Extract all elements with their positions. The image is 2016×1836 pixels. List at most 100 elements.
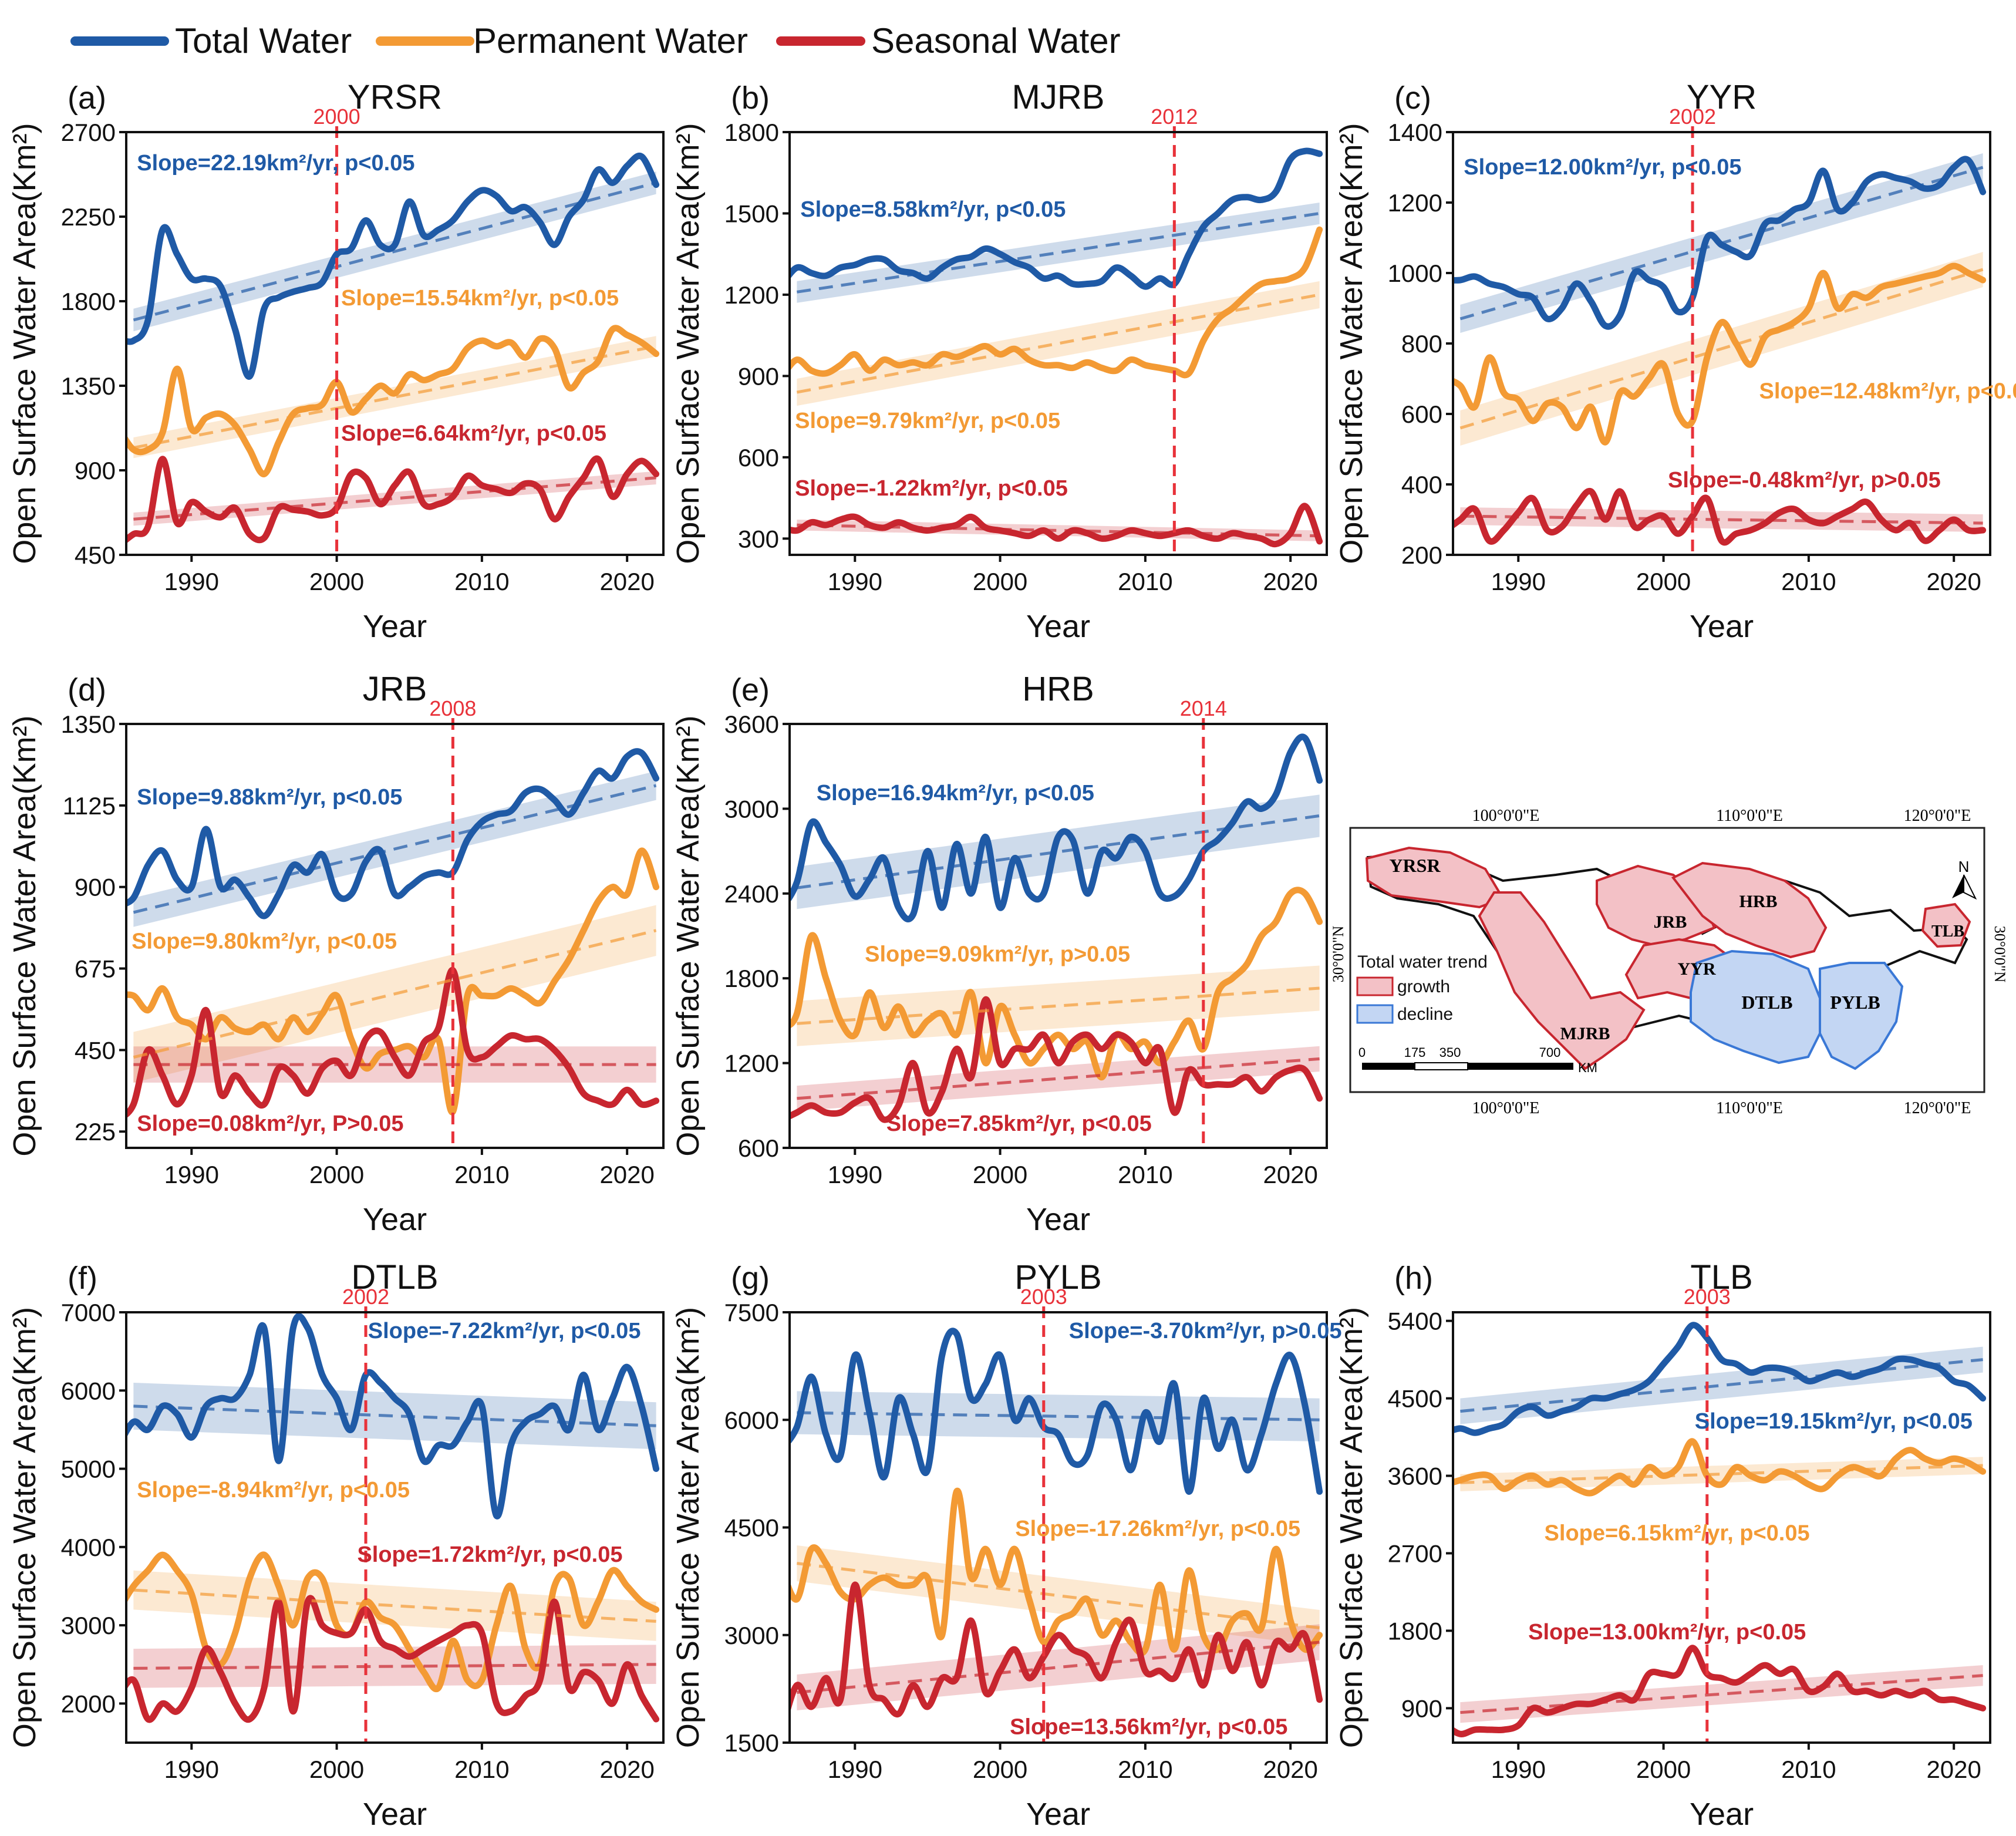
breakpoint-label: 2003 xyxy=(1020,1285,1067,1309)
x-tick-label: 2010 xyxy=(454,1756,509,1783)
slope-label-permanent: Slope=15.54km²/yr, p<0.05 xyxy=(341,286,619,311)
legend: Total Water Permanent Water Seasonal Wat… xyxy=(70,21,1121,60)
trend-band-permanent xyxy=(133,336,656,459)
slope-label-seasonal: Slope=1.72km²/yr, p<0.05 xyxy=(357,1542,622,1567)
y-tick-label: 2000 xyxy=(61,1690,116,1717)
x-tick-label: 1990 xyxy=(828,1756,882,1783)
panel-letter: (e) xyxy=(731,672,770,708)
slope-label-seasonal: Slope=0.08km²/yr, P>0.05 xyxy=(137,1111,403,1136)
panel-yyr: 2002 200 400 600 800 1000 1200 1400 1990 2000 2010… xyxy=(1334,78,2016,644)
trend-line-total xyxy=(133,784,657,914)
map-scale-label-700: 700 xyxy=(1539,1045,1561,1060)
trend-line-seasonal xyxy=(1460,514,1983,525)
trend-band-seasonal xyxy=(797,520,1320,541)
series-line-permanent xyxy=(790,226,1323,379)
trend-line-total xyxy=(1460,1358,1983,1413)
panel-hrb: 2014 600 1200 1800 2400 3000 3600 1990 2000 2010 2… xyxy=(670,670,1328,1237)
plot-frame xyxy=(125,723,665,1149)
slope-label-total: Slope=16.94km²/yr, p<0.05 xyxy=(817,781,1094,806)
y-axis-label: Open Surface Water Area(Km²) xyxy=(7,123,42,564)
series-line-total xyxy=(1453,1322,1987,1436)
x-tick-label: 2000 xyxy=(973,1756,1027,1783)
trend-line-permanent xyxy=(797,986,1320,1025)
plot-frame xyxy=(1452,1311,1991,1744)
x-tick-label: 2000 xyxy=(973,1161,1027,1188)
basin-pylb xyxy=(1819,962,1904,1070)
trend-band-total xyxy=(1460,1346,1983,1424)
y-tick-label: 3000 xyxy=(724,1622,779,1649)
y-tick-label: 5000 xyxy=(61,1456,116,1483)
y-tick-label: 3600 xyxy=(1388,1463,1442,1490)
y-tick-label: 675 xyxy=(75,955,116,983)
slope-label-total: Slope=9.88km²/yr, p<0.05 xyxy=(137,785,402,810)
trend-line-seasonal xyxy=(1460,1674,1983,1714)
map-legend-title: Total water trend xyxy=(1357,952,1488,972)
basin-dtlb xyxy=(1690,949,1821,1064)
trend-line-seasonal xyxy=(797,1057,1320,1100)
trend-line-total xyxy=(133,181,657,322)
map-legend-label-growth: growth xyxy=(1397,977,1450,996)
slope-label-permanent: Slope=-8.94km²/yr, p<0.05 xyxy=(137,1478,410,1503)
x-tick-label: 2020 xyxy=(1263,1756,1317,1783)
y-tick-label: 900 xyxy=(738,362,779,390)
slope-label-total: Slope=-3.70km²/yr, p>0.05 xyxy=(1069,1319,1342,1343)
y-tick-label: 4500 xyxy=(724,1514,779,1542)
x-tick-label: 2010 xyxy=(454,568,509,595)
map-bottom-tick-1: 100°0'0"E xyxy=(1472,1099,1540,1117)
y-tick-label: 225 xyxy=(75,1118,116,1146)
map-legend-swatch-growth xyxy=(1356,976,1394,996)
basin-label-yrsr: YRSR xyxy=(1389,855,1441,876)
basin-label-hrb: HRB xyxy=(1739,892,1777,911)
trend-band-total xyxy=(797,1391,1320,1441)
trend-line-seasonal xyxy=(133,1663,656,1670)
trend-line-permanent xyxy=(1460,1464,1983,1484)
series-line-seasonal xyxy=(126,455,660,544)
slope-label-permanent: Slope=-17.26km²/yr, p<0.05 xyxy=(1015,1517,1300,1541)
y-tick-label: 1800 xyxy=(724,965,779,992)
y-axis-label: Open Surface Water Area(Km²) xyxy=(670,123,706,564)
legend-label-seasonal: Seasonal Water xyxy=(871,21,1121,60)
slope-label-seasonal: Slope=-0.48km²/yr, p>0.05 xyxy=(1668,468,1941,493)
trend-band-seasonal xyxy=(1460,507,1983,532)
y-axis-label: Open Surface Water Area(Km²) xyxy=(1334,123,1369,564)
trend-line-seasonal xyxy=(797,523,1320,538)
y-tick-label: 600 xyxy=(738,444,779,471)
y-tick-label: 1800 xyxy=(61,288,116,315)
trend-line-permanent xyxy=(133,1588,656,1623)
trend-band-seasonal xyxy=(797,1624,1320,1711)
slope-label-total: Slope=19.15km²/yr, p<0.05 xyxy=(1695,1409,1973,1434)
basin-label-tlb: TLB xyxy=(1931,922,1964,941)
y-tick-label: 1350 xyxy=(61,710,116,738)
plot-frame xyxy=(788,723,1328,1149)
breakpoint-label: 2002 xyxy=(1669,105,1716,129)
basin-mjrb xyxy=(1478,891,1646,1070)
series-line-seasonal xyxy=(790,1581,1323,1718)
x-tick-label: 1990 xyxy=(164,1161,219,1188)
slope-label-seasonal: Slope=13.00km²/yr, p<0.05 xyxy=(1528,1620,1806,1645)
y-axis-label: Open Surface Water Area(Km²) xyxy=(670,715,706,1156)
x-axis-label: Year xyxy=(1690,1797,1754,1832)
y-tick-label: 450 xyxy=(75,1036,116,1064)
trend-band-total xyxy=(133,1382,656,1450)
y-tick-label: 1000 xyxy=(1388,260,1442,287)
slope-label-total: Slope=-7.22km²/yr, p<0.05 xyxy=(368,1319,641,1343)
series-line-total xyxy=(126,1313,660,1520)
y-tick-label: 900 xyxy=(75,874,116,901)
x-tick-label: 2010 xyxy=(1781,568,1836,595)
y-tick-label: 1800 xyxy=(1388,1617,1442,1645)
y-tick-label: 4000 xyxy=(61,1534,116,1561)
map-scale-label-175: 175 xyxy=(1404,1045,1426,1060)
legend-label-total: Total Water xyxy=(175,21,352,60)
slope-label-total: Slope=22.19km²/yr, p<0.05 xyxy=(137,151,414,176)
series-line-permanent xyxy=(790,1487,1323,1656)
y-tick-label: 1400 xyxy=(1388,119,1442,146)
map-scale-seg-3 xyxy=(1468,1063,1573,1070)
y-tick-label: 1200 xyxy=(724,281,779,309)
x-axis-label: Year xyxy=(1026,1797,1090,1832)
x-axis-label: Year xyxy=(1690,609,1754,644)
y-axis-label: Open Surface Water Area(Km²) xyxy=(7,715,42,1156)
y-tick-label: 6000 xyxy=(61,1377,116,1404)
map-bottom-tick-2: 110°0'0"E xyxy=(1716,1099,1783,1117)
series-line-seasonal xyxy=(126,1595,660,1723)
